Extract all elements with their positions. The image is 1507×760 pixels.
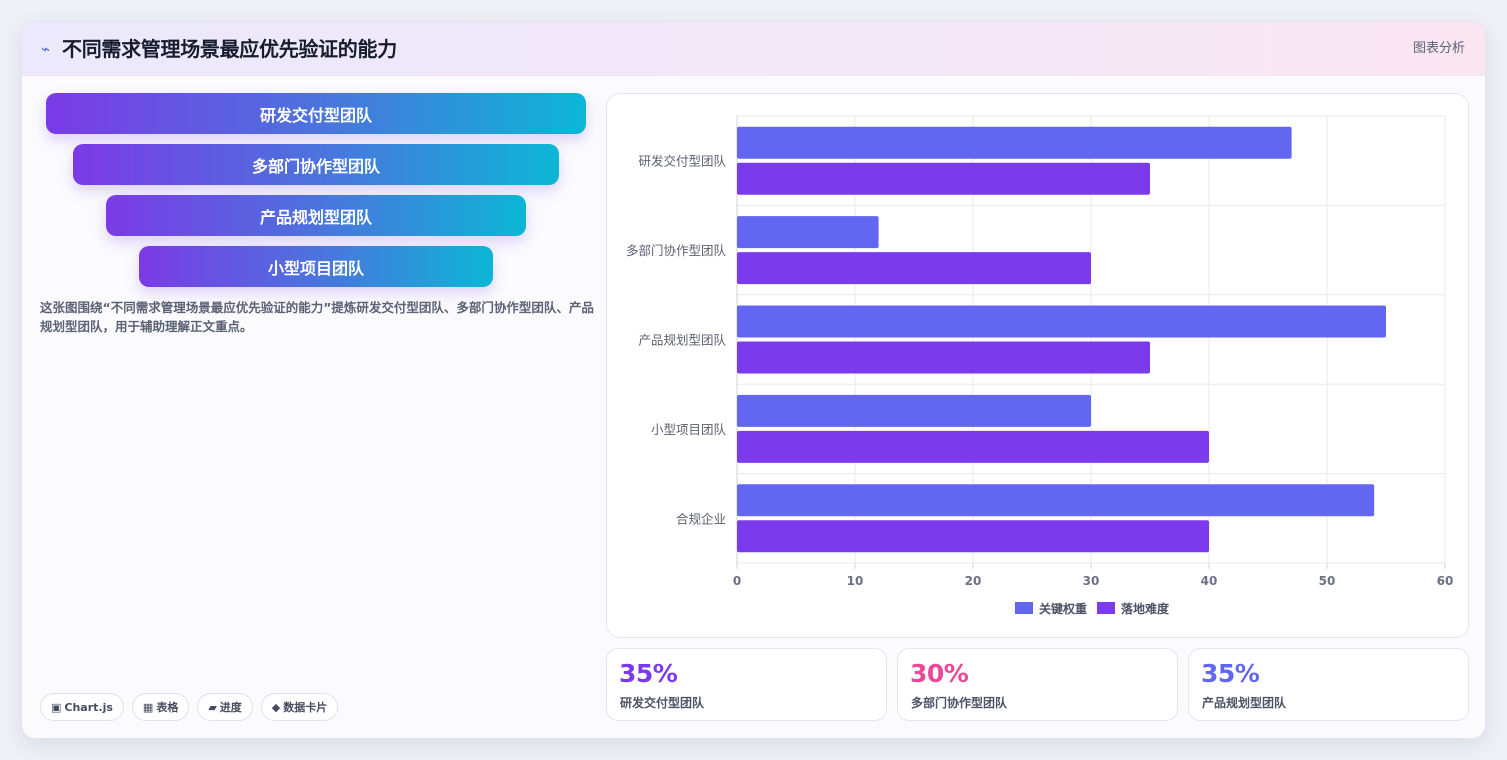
x-tick-label: 50 — [1319, 574, 1336, 588]
lightning-icon: ⌁ — [41, 40, 51, 58]
bar-1 — [737, 394, 1091, 427]
y-tick-label: 小型项目团队 — [651, 422, 727, 437]
card-header: ⌁ 不同需求管理场景最应优先验证的能力 图表分析 — [22, 22, 1485, 76]
bar-chart: 0 10 20 30 40 50 60 研发交付型团队多部门协作型团队产品规划型团队小型项目团… — [626, 115, 1454, 616]
x-tick-label: 60 — [1437, 574, 1454, 588]
feature-chips: ▣ Chart.js ▦ 表格 ▰ 进度 ◆ 数据卡片 — [40, 693, 339, 721]
bar-2 — [737, 430, 1209, 463]
x-tick-label: 10 — [847, 574, 864, 588]
stat-label: 多部门协作型团队 — [911, 696, 1008, 710]
y-tick-label: 研发交付型团队 — [638, 154, 726, 169]
x-tick-label: 40 — [1201, 574, 1218, 588]
bar-1 — [737, 216, 879, 249]
diamond-icon: ◆ — [271, 700, 281, 714]
stat-card-3: 35% 产品规划型团队 — [1188, 648, 1469, 721]
y-tick-label: 合规企业 — [676, 511, 726, 526]
chart-analysis-tag: 图表分析 — [1412, 41, 1465, 56]
stat-value: 35% — [1201, 659, 1260, 688]
stat-card-2: 30% 多部门协作型团队 — [897, 648, 1178, 721]
chart-card: ⌁ 不同需求管理场景最应优先验证的能力 图表分析 研发交付型团队 多部门协作型团… — [21, 21, 1486, 739]
bar-1 — [737, 305, 1386, 338]
bar-2 — [737, 341, 1150, 374]
bar-1 — [737, 484, 1375, 517]
chip-table[interactable]: ▦ 表格 — [131, 693, 190, 721]
bar-2 — [737, 162, 1150, 195]
bar-chart-panel: 0 10 20 30 40 50 60 研发交付型团队多部门协作型团队产品规划型团队小型项目团… — [606, 93, 1469, 638]
stat-value: 30% — [910, 659, 969, 688]
chip-progress[interactable]: ▰ 进度 — [197, 693, 253, 721]
funnel-step-2: 多部门协作型团队 — [73, 144, 559, 185]
x-tick-label: 20 — [965, 574, 982, 588]
bar-1 — [737, 126, 1292, 159]
table-grid-icon: ▦ — [142, 700, 154, 714]
chip-data-card[interactable]: ◆ 数据卡片 — [260, 693, 339, 721]
stat-label: 产品规划型团队 — [1202, 696, 1287, 710]
bar-2 — [737, 520, 1209, 553]
chip-label: Chart.js — [64, 700, 113, 714]
x-tick-label: 30 — [1083, 574, 1100, 588]
legend-label: 关键权重 — [1039, 601, 1087, 616]
legend-swatch — [1097, 602, 1115, 614]
stat-value: 35% — [619, 659, 678, 688]
funnel-step-4: 小型项目团队 — [139, 246, 493, 287]
legend-label: 落地难度 — [1121, 601, 1170, 616]
chip-label: 表格 — [156, 701, 179, 714]
stat-label: 研发交付型团队 — [620, 696, 705, 710]
y-tick-label: 产品规划型团队 — [638, 333, 726, 348]
chart-description: 这张图围绕“不同需求管理场景最应优先验证的能力”提炼研发交付型团队、多部门协作型… — [40, 300, 594, 334]
x-tick-label: 0 — [733, 574, 741, 588]
chip-label: 数据卡片 — [283, 701, 328, 714]
stat-card-1: 35% 研发交付型团队 — [606, 648, 887, 721]
page-title: 不同需求管理场景最应优先验证的能力 — [62, 37, 397, 61]
funnel-step-3: 产品规划型团队 — [106, 195, 526, 236]
chip-label: 进度 — [219, 701, 242, 714]
funnel-step-1: 研发交付型团队 — [46, 93, 586, 134]
y-tick-label: 多部门协作型团队 — [626, 243, 727, 258]
legend-swatch — [1015, 602, 1033, 614]
chart-square-icon: ▣ — [51, 700, 62, 714]
progress-icon: ▰ — [208, 700, 217, 714]
chip-chartjs[interactable]: ▣ Chart.js — [40, 693, 124, 721]
bar-2 — [737, 252, 1091, 285]
